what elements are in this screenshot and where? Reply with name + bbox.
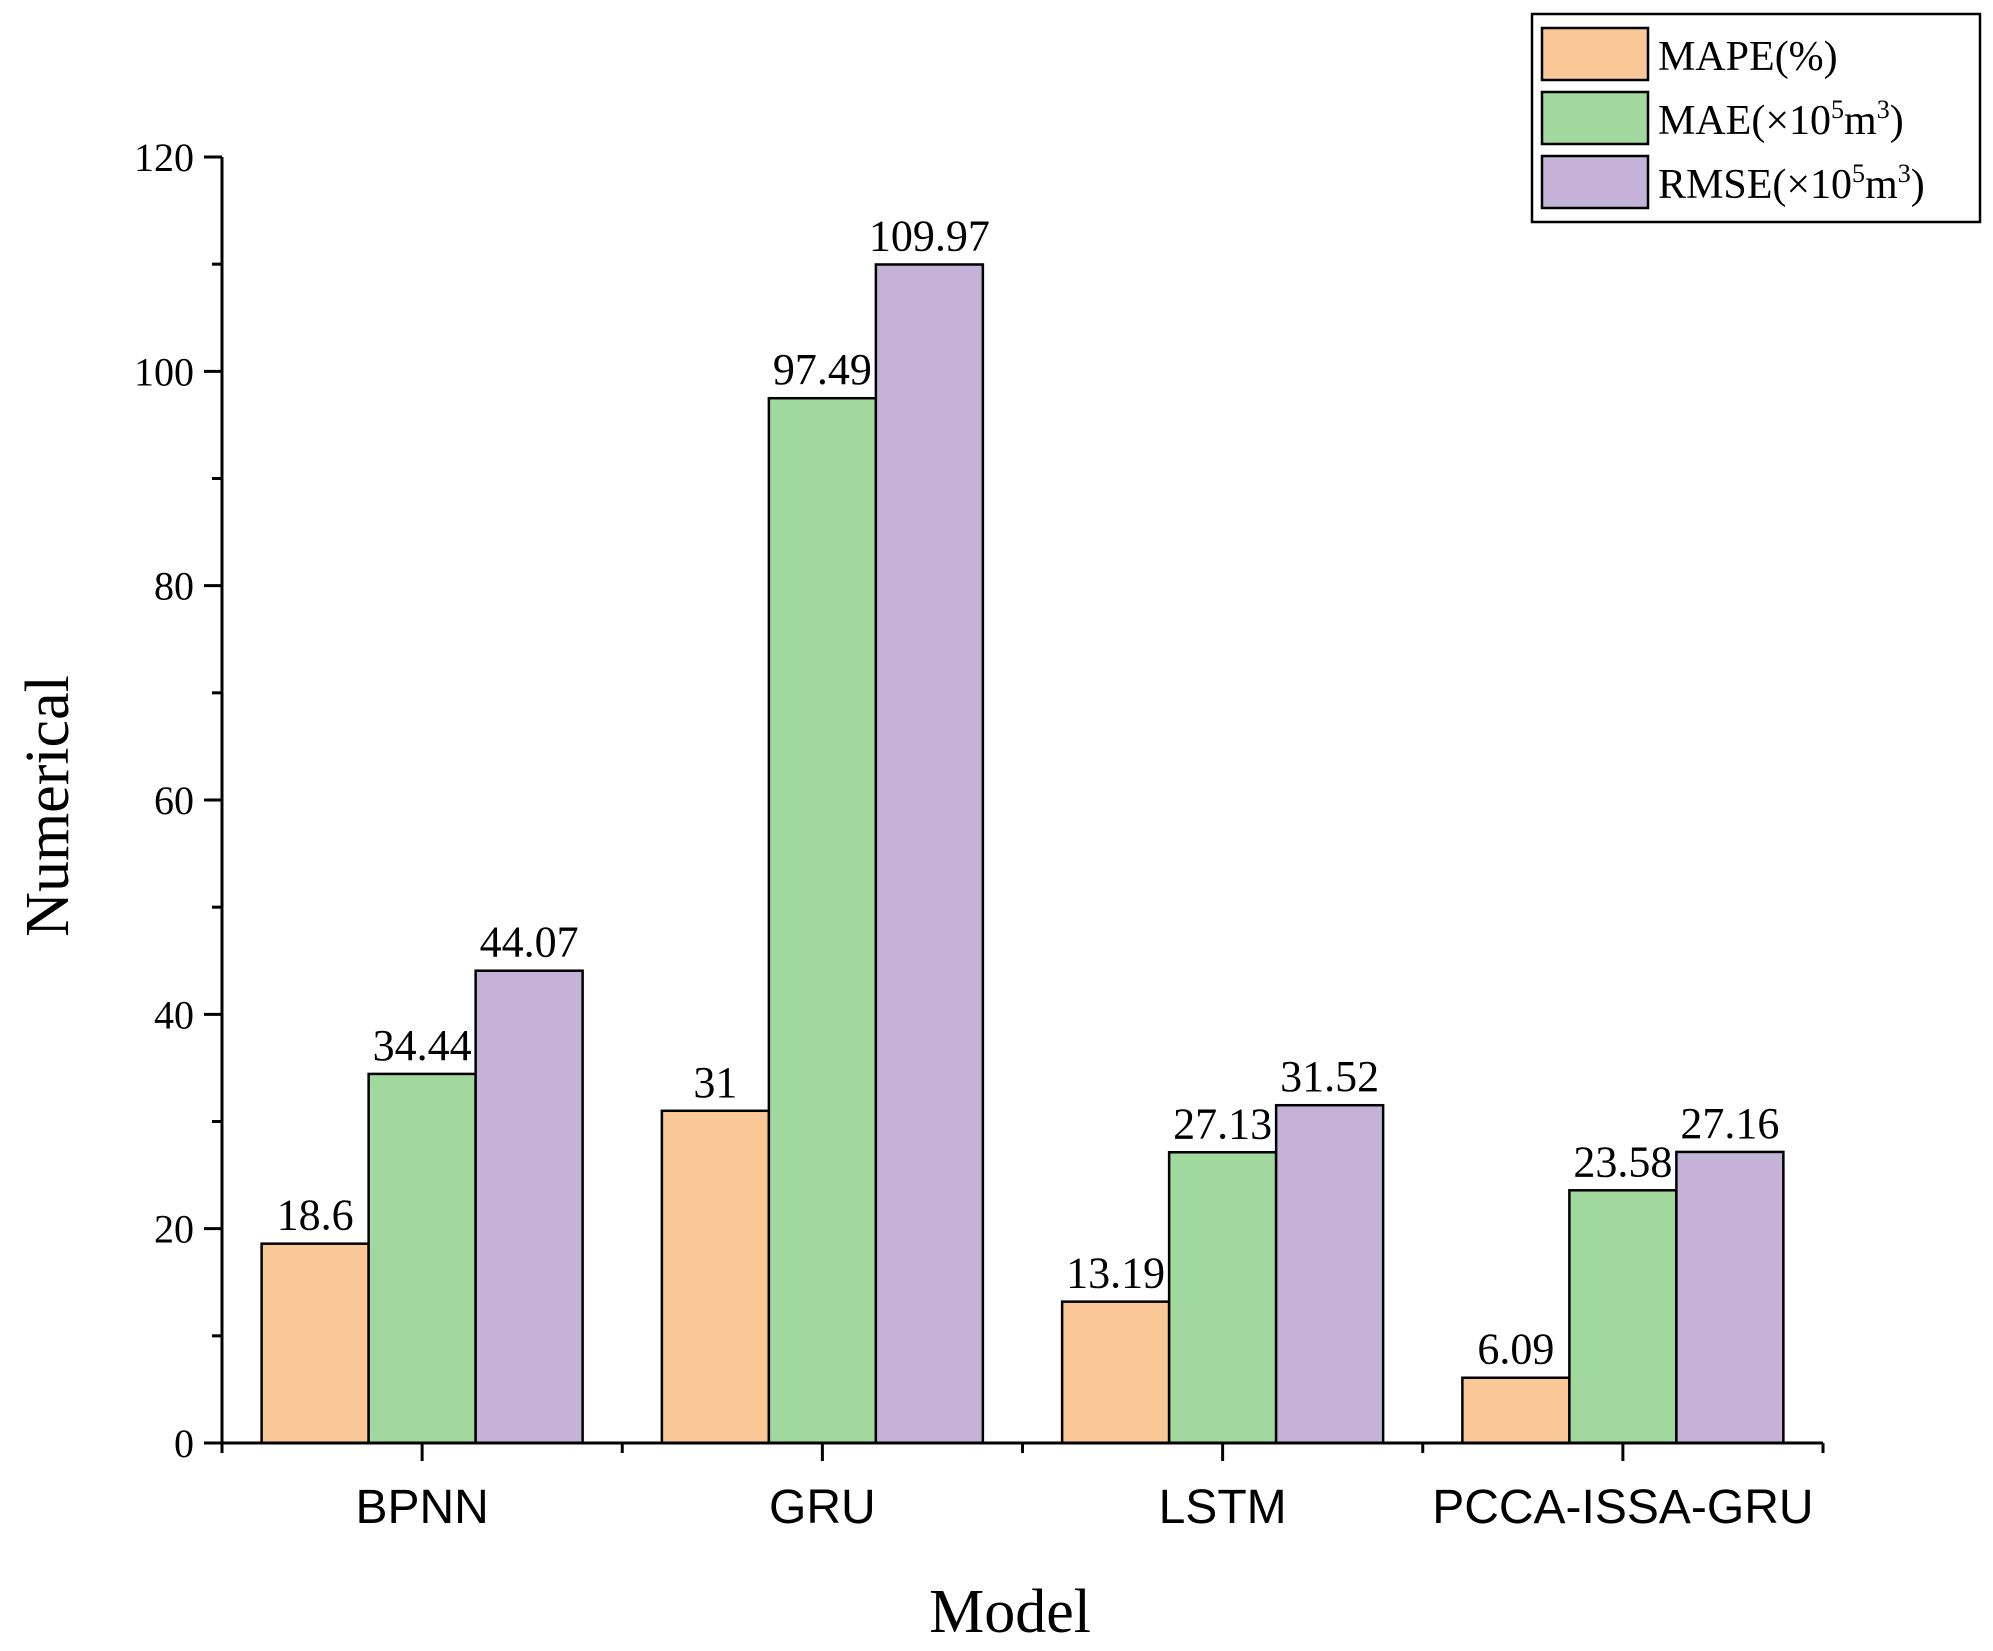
bar-pcca-issa-gru-s0 — [1461, 1376, 1571, 1445]
y-tick-label: 40 — [154, 992, 194, 1037]
data-label: 18.6 — [277, 1191, 354, 1240]
bar-bpnn-s2 — [474, 969, 584, 1445]
data-label: 44.07 — [480, 918, 579, 967]
y-tick-label: 80 — [154, 564, 194, 609]
legend: MAPE(%) MAE(×105m3) RMSE(×105m3) — [1530, 12, 1982, 224]
legend-swatch — [1540, 90, 1650, 146]
bar-gru-s2 — [874, 263, 985, 1445]
data-label: 31.52 — [1280, 1052, 1379, 1101]
bar-lstm-s1 — [1167, 1151, 1278, 1445]
x-tick-label: LSTM — [1159, 1481, 1287, 1534]
data-label: 6.09 — [1477, 1325, 1554, 1374]
data-label: 97.49 — [773, 345, 872, 394]
bar-pcca-issa-gru-s1 — [1568, 1189, 1678, 1445]
legend-swatch — [1540, 26, 1650, 82]
data-label: 13.19 — [1066, 1249, 1165, 1298]
data-label: 31 — [693, 1058, 737, 1107]
data-label: 109.97 — [869, 211, 990, 260]
data-label: 27.16 — [1680, 1099, 1779, 1148]
bar-pcca-issa-gru-s2 — [1675, 1150, 1785, 1445]
y-tick-label: 20 — [154, 1207, 194, 1252]
bar-lstm-s2 — [1274, 1103, 1385, 1445]
bar-lstm-s0 — [1060, 1300, 1171, 1445]
legend-swatch — [1540, 154, 1650, 210]
legend-label: RMSE(×105m3) — [1658, 159, 1925, 208]
x-tick-label: PCCA-ISSA-GRU — [1432, 1481, 1813, 1534]
y-tick-label: 0 — [174, 1421, 194, 1466]
bar-gru-s1 — [767, 396, 878, 1445]
data-labels-layer: 18.6 31 13.19 6.09 34.44 97.49 27.13 23.58 44.07… — [277, 211, 1780, 1373]
y-tick-label: 120 — [134, 135, 194, 180]
axes-layer: 0 20 40 60 80 100 120 BPNN GRU LSTM PCCA-ISSA-GRU — [134, 135, 1825, 1534]
data-label: 34.44 — [373, 1021, 472, 1070]
x-tick-label: GRU — [769, 1481, 876, 1534]
bar-bpnn-s1 — [367, 1072, 477, 1445]
data-label: 27.13 — [1173, 1099, 1272, 1148]
y-axis-title: Numerical — [14, 675, 82, 937]
y-tick-label: 100 — [134, 349, 194, 394]
x-axis-title: Model — [929, 1578, 1091, 1646]
bars-layer — [260, 263, 1785, 1445]
legend-label: MAE(×105m3) — [1658, 95, 1904, 144]
bar-gru-s0 — [660, 1109, 771, 1445]
x-tick-label: BPNN — [355, 1481, 488, 1534]
y-tick-label: 60 — [154, 778, 194, 823]
bar-bpnn-s0 — [260, 1242, 370, 1445]
legend-label: MAPE(%) — [1658, 34, 1838, 80]
data-label: 23.58 — [1573, 1137, 1672, 1186]
